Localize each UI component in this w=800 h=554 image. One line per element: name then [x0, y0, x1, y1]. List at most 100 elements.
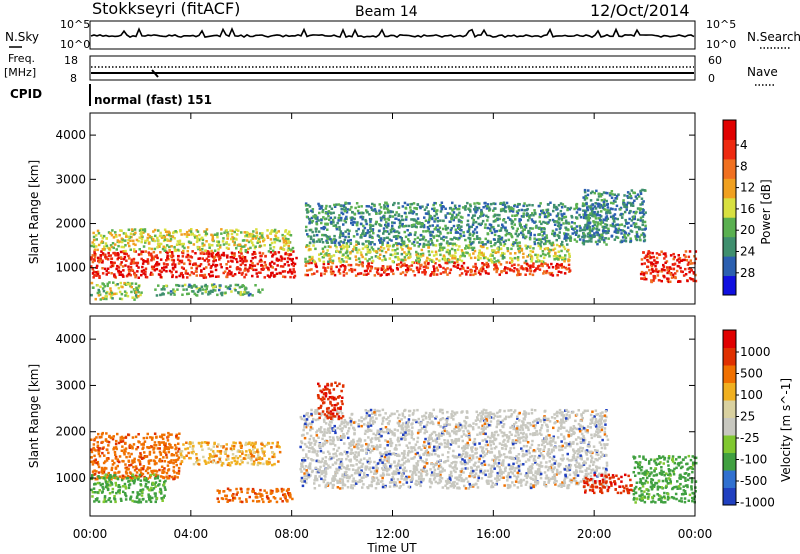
heatmap-cell: [370, 256, 374, 259]
heatmap-cell: [563, 247, 567, 251]
heatmap-cell: [645, 277, 648, 281]
heatmap-cell: [476, 433, 479, 436]
heatmap-cell: [124, 249, 127, 253]
heatmap-cell: [574, 233, 578, 236]
heatmap-cell: [453, 242, 457, 246]
heatmap-cell: [692, 279, 695, 283]
heatmap-cell: [545, 236, 549, 240]
heatmap-cell: [305, 481, 308, 485]
heatmap-cell: [626, 191, 630, 194]
heatmap-cell: [261, 288, 264, 291]
heatmap-cell: [218, 288, 221, 292]
heatmap-cell: [631, 204, 635, 207]
heatmap-cell: [194, 263, 198, 267]
heatmap-cell: [539, 254, 543, 258]
heatmap-cell: [210, 233, 213, 237]
heatmap-cell: [550, 271, 554, 275]
heatmap-cell: [400, 437, 403, 441]
heatmap-cell: [163, 235, 167, 239]
heatmap-cell: [524, 483, 528, 486]
heatmap-cell: [480, 477, 484, 480]
heatmap-cell: [600, 199, 604, 202]
heatmap-cell: [533, 242, 537, 246]
heatmap-cell: [90, 258, 93, 261]
heatmap-cell: [590, 210, 594, 213]
heatmap-cell: [544, 221, 547, 224]
heatmap-cell: [338, 225, 341, 229]
heatmap-cell: [492, 442, 495, 446]
heatmap-cell: [353, 472, 357, 475]
heatmap-cell: [150, 271, 153, 275]
heatmap-cell: [493, 437, 496, 440]
heatmap-cell: [152, 256, 155, 259]
heatmap-cell: [475, 225, 479, 229]
heatmap-cell: [532, 262, 535, 265]
heatmap-cell: [370, 265, 373, 268]
heatmap-cell: [567, 248, 570, 252]
heatmap-cell: [553, 413, 556, 416]
heatmap-cell: [361, 215, 365, 219]
heatmap-cell: [544, 253, 547, 257]
heatmap-cell: [557, 462, 561, 465]
heatmap-cell: [379, 219, 383, 222]
heatmap-cell: [620, 240, 624, 244]
heatmap-cell: [324, 207, 328, 210]
heatmap-cell: [140, 233, 143, 236]
heatmap-cell: [380, 268, 383, 271]
heatmap-cell: [126, 294, 130, 298]
heatmap-cell: [669, 280, 672, 283]
heatmap-cell: [393, 229, 396, 232]
heatmap-cell: [339, 261, 342, 264]
heatmap-cell: [614, 230, 617, 233]
heatmap-cell: [427, 261, 430, 265]
heatmap-cell: [411, 470, 415, 474]
heatmap-cell: [592, 460, 596, 464]
heatmap-cell: [556, 436, 560, 439]
heatmap-cell: [169, 290, 173, 293]
heatmap-cell: [397, 202, 400, 205]
heatmap-cell: [364, 220, 368, 223]
heatmap-cell: [195, 240, 199, 244]
heatmap-cell: [315, 222, 319, 226]
heatmap-cell: [635, 235, 639, 238]
heatmap-cell: [522, 463, 525, 466]
heatmap-cell: [557, 484, 560, 488]
heatmap-cell: [136, 261, 140, 265]
heatmap-cell: [593, 215, 596, 218]
heatmap-cell: [410, 225, 414, 228]
heatmap-cell: [565, 239, 568, 242]
heatmap-cell: [116, 264, 119, 268]
heatmap-cell: [214, 259, 217, 262]
heatmap-cell: [253, 246, 257, 250]
heatmap-cell: [453, 249, 457, 252]
heatmap-cell: [578, 213, 581, 217]
heatmap-cell: [536, 259, 540, 262]
heatmap-cell: [405, 224, 408, 228]
heatmap-cell: [412, 224, 416, 228]
heatmap-cell: [573, 227, 577, 230]
heatmap-cell: [475, 267, 478, 270]
heatmap-cell: [186, 249, 189, 253]
heatmap-cell: [547, 211, 550, 215]
heatmap-cell: [140, 270, 144, 273]
heatmap-cell: [322, 250, 325, 253]
heatmap-cell: [458, 474, 461, 477]
heatmap-cell: [201, 242, 204, 245]
heatmap-cell: [553, 232, 556, 235]
heatmap-cell: [454, 265, 457, 268]
heatmap-cell: [195, 294, 199, 297]
heatmap-cell: [100, 250, 103, 253]
heatmap-cell: [382, 468, 385, 472]
heatmap-cell: [169, 293, 173, 296]
heatmap-cell: [528, 272, 532, 276]
heatmap-cell: [211, 255, 215, 259]
heatmap-cell: [239, 259, 242, 263]
heatmap-cell: [626, 194, 629, 198]
nave-label: Nave: [747, 65, 778, 79]
heatmap-cell: [568, 252, 571, 256]
heatmap-cell: [254, 237, 257, 240]
heatmap-cell: [413, 274, 417, 277]
heatmap-cell: [374, 222, 378, 226]
heatmap-cell: [169, 254, 172, 258]
heatmap-cell: [244, 259, 247, 263]
